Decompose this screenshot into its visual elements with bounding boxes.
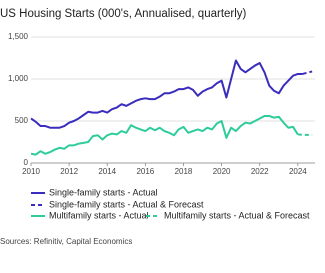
x-tick-label: 2014 (98, 167, 116, 176)
legend-label: Single-family starts - Actual (49, 187, 158, 197)
chart-title: US Housing Starts (000's, Annualised, qu… (0, 8, 247, 20)
x-tick-label: 2018 (175, 167, 193, 176)
x-tick-label: 2024 (289, 167, 307, 176)
legend-label: Multifamily starts - Actual & Forecast (164, 210, 310, 220)
x-tick-label: 2020 (213, 167, 231, 176)
legend-label: Multifamily starts - Actual (49, 210, 149, 220)
series-line (302, 70, 313, 75)
y-tick-label: 1,500 (8, 32, 29, 41)
y-tick-label: 500 (15, 116, 29, 125)
series-line (30, 114, 299, 156)
legend-label: Single-family starts - Actual & Forecast (49, 199, 204, 209)
x-tick-label: 2012 (60, 167, 78, 176)
x-tick-label: 2016 (136, 167, 154, 176)
source: Sources: Refinitiv, Capital Economics (0, 237, 132, 246)
series-line (30, 59, 303, 129)
y-tick-label: 0 (24, 158, 29, 167)
y-tick-label: 1,000 (8, 74, 29, 83)
x-tick-label: 2022 (251, 167, 269, 176)
x-tick-label: 2010 (22, 167, 40, 176)
